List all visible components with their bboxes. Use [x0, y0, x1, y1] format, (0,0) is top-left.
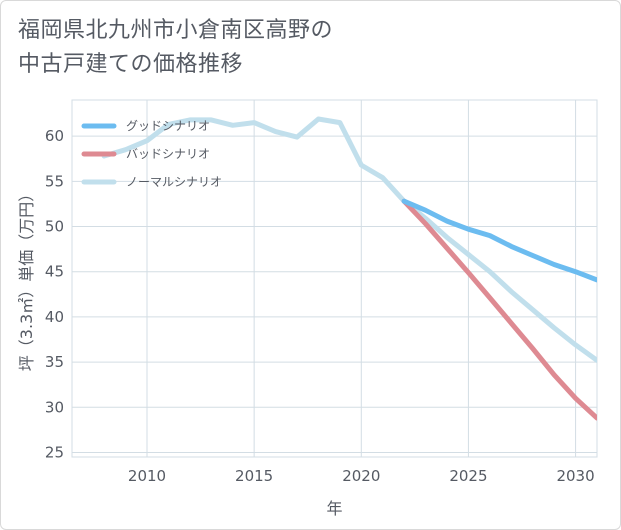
series-lines — [101, 116, 597, 421]
axis-ticks: 25 30 35 40 45 50 55 60 2010 2015 2020 2025 2030 — [45, 127, 595, 485]
y-tick-label: 40 — [45, 308, 64, 326]
y-tick-label: 45 — [45, 263, 64, 281]
x-tick-label: 2020 — [342, 467, 380, 485]
y-tick-label: 25 — [45, 443, 64, 461]
legend-label: バッドシナリオ — [126, 147, 210, 161]
y-tick-label: 60 — [45, 127, 64, 145]
legend-label: ノーマルシナリオ — [126, 175, 222, 189]
y-axis-label: 坪（3.3㎡）単価（万円） — [17, 186, 36, 371]
chart-title: 福岡県北九州市小倉南区高野の 中古戸建ての価格推移 — [18, 14, 333, 82]
series-line-1 — [401, 198, 597, 283]
series-line-3 — [101, 116, 597, 363]
y-tick-label: 35 — [45, 353, 64, 371]
legend-label: グッドシナリオ — [126, 119, 210, 133]
chart-title-line-1: 福岡県北九州市小倉南区高野の — [18, 18, 334, 43]
x-axis-label: 年 — [326, 499, 342, 518]
y-tick-label: 50 — [45, 218, 64, 236]
chart-title-line-2: 中古戸建ての価格推移 — [18, 52, 244, 77]
y-tick-label: 30 — [45, 398, 64, 416]
x-tick-label: 2025 — [449, 467, 487, 485]
x-tick-label: 2015 — [235, 467, 273, 485]
x-tick-label: 2030 — [556, 467, 594, 485]
series-line-2 — [401, 198, 597, 421]
x-tick-label: 2010 — [128, 467, 166, 485]
y-tick-label: 55 — [45, 172, 64, 190]
